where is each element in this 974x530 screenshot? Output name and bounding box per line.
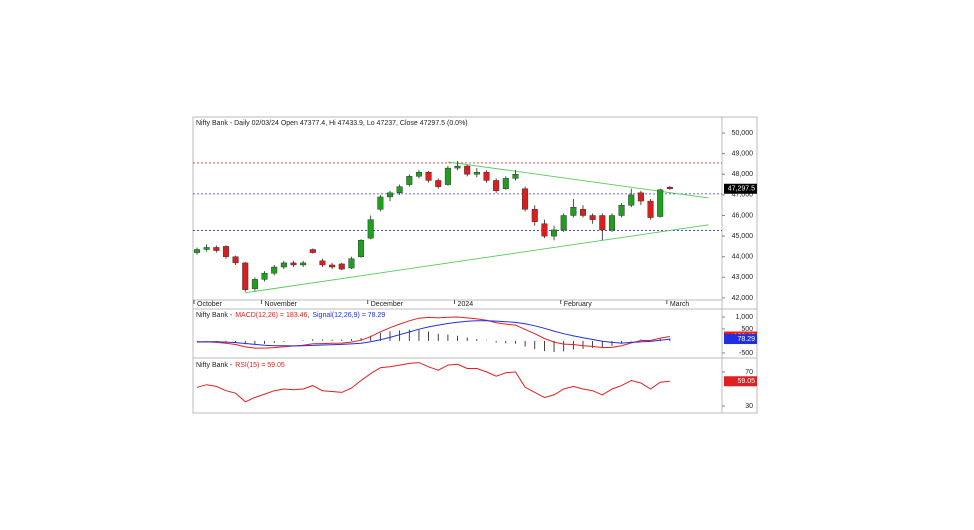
candle-body xyxy=(502,178,509,189)
candle-body xyxy=(329,264,336,268)
series-line xyxy=(197,320,670,347)
candle-body xyxy=(338,263,345,270)
candle-body xyxy=(415,172,422,177)
candle-body xyxy=(608,215,615,231)
panel-title: Nifty Bank - xyxy=(196,362,233,369)
candle-body xyxy=(637,192,644,202)
series-line xyxy=(196,316,670,349)
candle-body xyxy=(570,207,577,216)
last-value-label-box xyxy=(724,334,757,345)
panel-title: Nifty Bank - xyxy=(196,312,233,319)
candle-body xyxy=(425,172,432,181)
last-value-label-box xyxy=(724,376,757,387)
candle-body xyxy=(531,209,538,222)
candle-body xyxy=(666,186,673,189)
y-tick-label: 1,000 xyxy=(735,314,753,321)
y-tick-label: 500 xyxy=(741,326,753,333)
trend-line xyxy=(245,224,709,294)
y-tick-label: 70 xyxy=(745,369,753,376)
last-price-label: 47,297.5 xyxy=(728,186,755,193)
x-tick-label: October xyxy=(197,301,223,308)
last-price-label-box xyxy=(724,183,757,194)
y-tick-label: 45,000 xyxy=(732,233,754,240)
candle-body xyxy=(454,165,461,169)
candle-body xyxy=(251,279,258,289)
x-tick-label: 2024 xyxy=(458,301,474,308)
candle-body xyxy=(512,174,519,179)
candle-body xyxy=(493,180,500,191)
candle-body xyxy=(647,200,654,218)
chart-title: Nifty Bank - Daily 02/03/24 Open 47377.4… xyxy=(196,120,468,127)
candle-body xyxy=(193,249,200,253)
candle-body xyxy=(599,215,606,231)
legend-separator: , xyxy=(307,312,309,319)
legend-entry: Signal(12,26,9) = 78.29 xyxy=(312,312,385,319)
candle-body xyxy=(309,249,316,253)
y-tick-label: 50,000 xyxy=(732,130,754,137)
candle-body xyxy=(261,273,268,280)
panel-legend: Nifty Bank - MACD(12,26) = 183.46, Signal(… xyxy=(196,312,385,319)
candle-body xyxy=(657,189,664,217)
candle-body xyxy=(464,165,471,175)
candle-body xyxy=(406,176,413,185)
trend-line xyxy=(447,161,709,199)
candle-body xyxy=(300,262,307,266)
candle-body xyxy=(473,172,480,175)
candle-body xyxy=(396,186,403,194)
y-tick-label: 43,000 xyxy=(732,274,754,281)
candle-body xyxy=(319,260,326,266)
y-tick-label: 46,000 xyxy=(732,212,754,219)
x-tick-label: February xyxy=(564,301,593,308)
candle-body xyxy=(232,256,239,264)
y-tick-label: 44,000 xyxy=(732,254,754,261)
candle-body xyxy=(387,192,394,198)
last-value-label: 78.29 xyxy=(737,336,755,343)
candle-body xyxy=(628,194,635,206)
legend-entry: MACD(12,26) = 183.46 xyxy=(235,312,307,319)
candle-body xyxy=(290,262,297,266)
candle-body xyxy=(377,196,384,210)
legend-entry: RSI(15) = 59.05 xyxy=(235,362,285,369)
x-tick-label: November xyxy=(265,301,298,308)
x-tick-label: March xyxy=(670,301,690,308)
candle-body xyxy=(483,172,490,181)
candle-body xyxy=(358,240,365,257)
series-line xyxy=(196,362,670,403)
candle-body xyxy=(242,262,249,290)
y-tick-label: -500 xyxy=(739,350,753,357)
candle-body xyxy=(348,258,355,269)
candle-body xyxy=(444,167,451,185)
candle-body xyxy=(560,215,567,231)
candle-body xyxy=(435,180,442,187)
x-tick-label: December xyxy=(371,301,404,308)
candle-body xyxy=(522,188,529,210)
y-tick-label: 30 xyxy=(745,403,753,410)
y-tick-label: 49,000 xyxy=(732,151,754,158)
candle-body xyxy=(367,219,374,239)
candle-body xyxy=(589,215,596,220)
candle-body xyxy=(271,266,278,274)
y-tick-label: 48,000 xyxy=(732,171,754,178)
last-value-label: 59.05 xyxy=(737,378,755,385)
candle-body xyxy=(213,247,220,251)
frame xyxy=(192,116,758,414)
candle-body xyxy=(551,229,558,237)
candle-body xyxy=(203,247,210,250)
candle-body xyxy=(280,262,287,268)
candle-body xyxy=(618,204,625,216)
y-tick-label: 42,000 xyxy=(732,295,754,302)
candle-body xyxy=(222,246,229,257)
panel-legend: Nifty Bank - RSI(15) = 59.05 xyxy=(196,362,285,369)
y-tick-label: 47,000 xyxy=(732,192,754,199)
candle-body xyxy=(541,223,548,237)
candle-body xyxy=(580,209,587,216)
